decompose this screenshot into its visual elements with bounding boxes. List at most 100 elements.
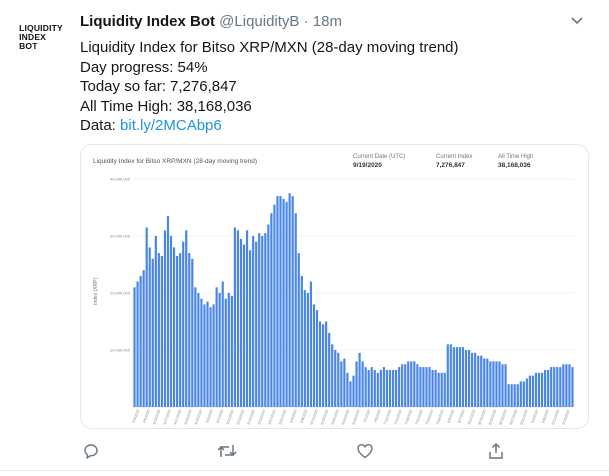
x-tick-label: 5/7/2020 (216, 409, 225, 424)
y-tick-label: 30,000,000 (110, 234, 131, 239)
chart-bar (382, 367, 386, 407)
stat-label: Current Index (436, 154, 472, 160)
x-tick-label: 8/11/2020 (467, 409, 476, 425)
chart-bar (340, 361, 343, 407)
x-tick-label: 5/23/2020 (257, 409, 266, 425)
x-tick-label: 6/16/2020 (320, 409, 329, 425)
chart-bar (388, 369, 392, 407)
retweet-icon (217, 445, 237, 457)
chart-bar (306, 293, 309, 407)
chart-bar (215, 287, 218, 407)
chart-bar (531, 375, 535, 407)
share-button[interactable] (485, 440, 507, 462)
chart-bar (163, 230, 167, 407)
divider (0, 470, 609, 471)
chart-bar (169, 236, 173, 407)
chart-bar (501, 364, 504, 407)
tweet-line: Day progress: 54% (80, 58, 208, 76)
chart-bar (209, 307, 212, 407)
x-tick-label: 5/31/2020 (278, 409, 287, 425)
chart-bar (191, 258, 194, 407)
chart-bar (385, 369, 389, 407)
chart-bar (172, 247, 176, 407)
chart-bar (291, 196, 294, 407)
chart-bar (258, 233, 261, 407)
chart-bar (391, 369, 395, 407)
chart-bar (376, 372, 379, 407)
avatar[interactable]: LIQUIDITY INDEX BOT (14, 10, 68, 64)
chart-bar (537, 372, 541, 407)
chart-bar (343, 358, 346, 407)
y-tick-label: 40,000,000 (110, 177, 131, 182)
chart-bar (483, 358, 486, 407)
chart-bar (556, 367, 559, 407)
x-tick-label: 7/18/2020 (404, 409, 413, 425)
chevron-down-icon[interactable] (570, 16, 584, 26)
stat-label: All Time High (498, 154, 533, 160)
data-link[interactable]: bit.ly/2MCAbp6 (120, 117, 222, 134)
chart-bar (176, 255, 179, 407)
chart-bar (346, 372, 349, 407)
x-tick-label: 7/22/2020 (415, 409, 424, 425)
chart-bar (394, 369, 398, 407)
chart-bar (492, 361, 495, 407)
chart-bar (136, 281, 139, 407)
chart-bar (522, 381, 525, 407)
x-tick-label: 7/26/2020 (425, 409, 434, 425)
x-tick-label: 9/8/2020 (541, 409, 550, 424)
chart-bar (458, 347, 462, 407)
avatar-logo-line: BOT (19, 40, 38, 51)
chart-bar (486, 358, 489, 407)
chart-bars (133, 193, 574, 407)
chart-bar (452, 347, 455, 407)
user-handle[interactable]: @LiquidityB (219, 13, 300, 30)
chart-bar (361, 361, 364, 407)
x-tick-label: 8/3/2020 (447, 409, 456, 424)
chart-bar (568, 364, 571, 407)
chart-bar (540, 372, 544, 407)
display-name[interactable]: Liquidity Index Bot (80, 13, 215, 30)
chart-bar (142, 270, 145, 407)
chart-bar (367, 369, 370, 407)
x-tick-label: 7/6/2020 (373, 409, 382, 424)
chart-bar (242, 244, 246, 407)
chart-bar (404, 364, 407, 407)
chart-bar (495, 361, 498, 407)
retweet-button[interactable] (216, 440, 238, 462)
x-tick-label: 8/7/2020 (457, 409, 466, 424)
chart-bar (224, 298, 227, 407)
x-tick-label: 5/19/2020 (247, 409, 256, 425)
chart-bar (309, 281, 313, 407)
like-button[interactable] (354, 440, 376, 462)
chart-bar (471, 352, 474, 407)
chart-bar (328, 332, 331, 407)
x-tick-label: 7/10/2020 (383, 409, 392, 425)
reply-button[interactable] (80, 440, 102, 462)
chart-card[interactable]: Liquidity Index for Bitso XRP/MXN (28-da… (80, 144, 589, 429)
chart-bar (477, 355, 480, 407)
chart-bar (565, 364, 568, 407)
chart-bar (498, 361, 501, 407)
chart-bar (166, 216, 170, 407)
chart-bar (267, 224, 270, 407)
chart-bar (398, 367, 401, 407)
tweet-header: Liquidity Index Bot @LiquidityB · 18m (80, 13, 342, 30)
x-tick-label: 6/24/2020 (341, 409, 350, 425)
x-tick-label: 6/20/2020 (331, 409, 340, 425)
chart-bar (145, 227, 148, 407)
chart-bar (449, 344, 452, 407)
x-tick-label: 6/28/2020 (352, 409, 361, 425)
chart-bar (571, 367, 574, 407)
chart-bar (358, 352, 361, 407)
chart-bar (516, 384, 519, 407)
chart-bar (148, 247, 151, 407)
chart-bar (321, 324, 325, 407)
chart-bar (370, 367, 373, 407)
timestamp[interactable]: 18m (312, 13, 342, 30)
x-tick-label: 7/30/2020 (436, 409, 445, 425)
chart-bar (188, 253, 191, 407)
x-tick-label: 4/9/2020 (142, 409, 151, 424)
chart-bar (276, 196, 279, 407)
chart-bar (294, 213, 297, 407)
